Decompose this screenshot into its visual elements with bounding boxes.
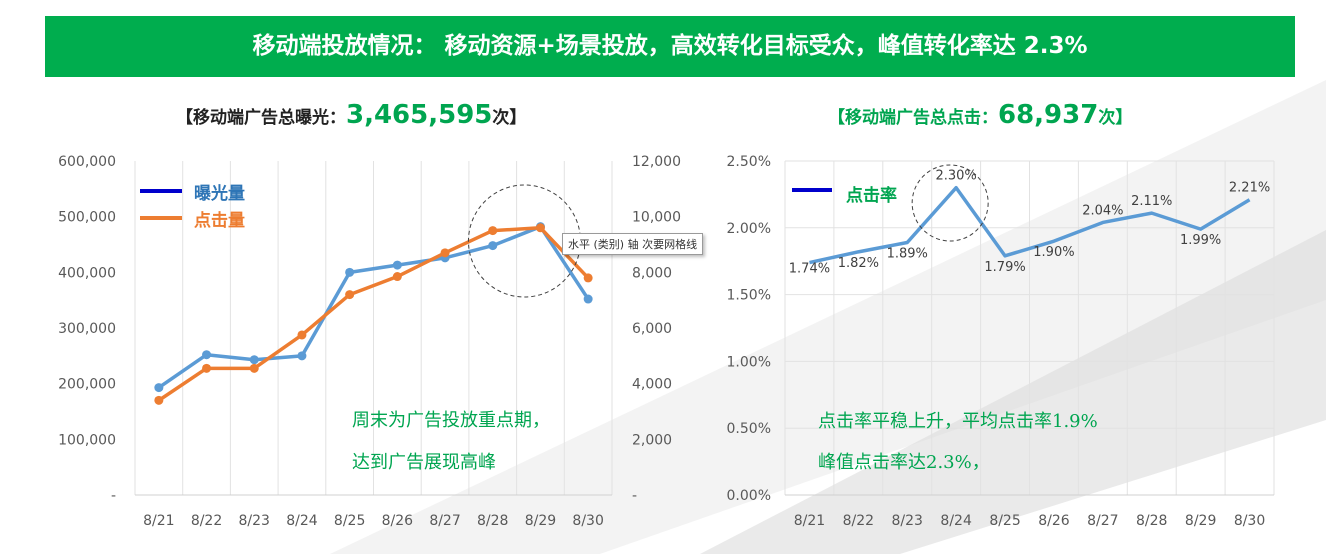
left-chart-subtitle: 【移动端广告总曝光：3,465,595次】 (176, 100, 526, 130)
y-right-tick-label: 8,000 (632, 265, 672, 281)
clicks-point (392, 272, 402, 282)
x-tick-label: 8/27 (1087, 513, 1118, 529)
right-note-line1: 点击率平稳上升，平均点击率1.9% (818, 411, 1098, 432)
left-note-line1: 周末为广告投放重点期， (352, 410, 550, 431)
ctr-data-label: 1.99% (1180, 233, 1221, 248)
impressions-point (583, 294, 593, 304)
ctr-data-label: 2.30% (935, 169, 976, 184)
right-chart-subtitle: 【移动端广告总点击：68,937次】 (828, 100, 1132, 130)
clicks-legend-label: 点击量 (194, 210, 245, 231)
right-subtitle-prefix: 【移动端广告总点击： (828, 108, 998, 128)
clicks-point (583, 273, 593, 283)
x-tick-label: 8/29 (1185, 513, 1216, 529)
x-tick-label: 8/23 (892, 513, 923, 529)
y-right-tick-label: 6,000 (632, 321, 672, 337)
ctr-series-line (809, 185, 1251, 265)
gridline-tooltip: 水平 (类别) 轴 次要网格线 (562, 233, 704, 255)
ctr-data-label: 1.90% (1033, 245, 1074, 260)
y-left-tick-label: 200,000 (58, 377, 116, 393)
impressions-series-line (157, 224, 590, 390)
y-tick-label: 2.00% (727, 221, 771, 237)
y-right-tick-label: 4,000 (632, 377, 672, 393)
ctr-data-label: 2.21% (1229, 181, 1270, 196)
y-left-tick-label: 300,000 (58, 321, 116, 337)
y-tick-label: 0.50% (727, 421, 771, 437)
y-right-tick-label: 12,000 (632, 154, 681, 170)
x-tick-label: 8/27 (429, 513, 460, 529)
x-tick-label: 8/21 (794, 513, 825, 529)
impressions-point (297, 351, 307, 361)
x-tick-label: 8/22 (191, 513, 222, 529)
ctr-legend-label: 点击率 (846, 185, 897, 206)
clicks-point (249, 363, 259, 373)
right-note-line2: 峰值点击率达2.3%， (818, 452, 990, 473)
y-right-tick-label: - (632, 488, 637, 504)
y-right-tick-label: 10,000 (632, 210, 681, 226)
clicks-point (535, 223, 545, 233)
impressions-point (488, 241, 498, 251)
y-right-tick-label: 2,000 (632, 432, 672, 448)
clicks-point (154, 395, 164, 405)
x-tick-label: 8/30 (572, 513, 603, 529)
y-tick-label: 1.50% (727, 288, 771, 304)
clicks-point (488, 226, 498, 236)
x-tick-label: 8/25 (989, 513, 1020, 529)
impressions-point (249, 355, 259, 365)
left-subtitle-suffix: 次】 (492, 108, 527, 128)
y-left-tick-label: 500,000 (58, 210, 116, 226)
x-tick-label: 8/28 (1136, 513, 1167, 529)
right-subtitle-suffix: 次】 (1098, 108, 1133, 128)
peak-highlight-circle (911, 164, 989, 242)
x-tick-label: 8/26 (1038, 513, 1070, 529)
ctr-data-label: 1.89% (887, 246, 928, 261)
ctr-data-label: 1.82% (838, 256, 879, 271)
x-tick-label: 8/26 (382, 513, 414, 529)
title-banner: 移动端投放情况： 移动资源+场景投放，高效转化目标受众，峰值转化率达 2.3% (45, 16, 1295, 77)
x-tick-label: 8/24 (286, 513, 318, 529)
y-left-tick-label: 400,000 (58, 265, 116, 281)
ctr-data-label: 2.11% (1131, 194, 1172, 209)
x-tick-label: 8/24 (940, 513, 972, 529)
y-tick-label: 1.00% (727, 354, 771, 370)
clicks-point (345, 290, 355, 300)
impressions-point (345, 267, 355, 277)
x-tick-label: 8/21 (143, 513, 174, 529)
impressions-legend-label: 曝光量 (194, 183, 245, 204)
x-tick-label: 8/25 (334, 513, 365, 529)
impressions-point (154, 383, 164, 393)
x-tick-label: 8/28 (477, 513, 508, 529)
impressions-clicks-chart: - 100,000 200,000 300,000 400,000 500,000 600,… (58, 154, 681, 529)
x-tick-label: 8/23 (239, 513, 270, 529)
ctr-data-label: 2.04% (1082, 203, 1123, 218)
y-left-tick-label: 600,000 (58, 154, 116, 170)
x-tick-label: 8/29 (525, 513, 556, 529)
banner-title: 移动端投放情况： 移动资源+场景投放，高效转化目标受众，峰值转化率达 2.3% (252, 33, 1088, 59)
total-clicks-value: 68,937 (998, 100, 1099, 130)
impressions-point (392, 260, 402, 270)
x-tick-label: 8/22 (843, 513, 874, 529)
x-tick-label: 8/30 (1234, 513, 1265, 529)
clicks-point (202, 363, 212, 373)
left-subtitle-prefix: 【移动端广告总曝光： (176, 108, 346, 128)
total-impressions-value: 3,465,595 (346, 100, 493, 130)
y-tick-label: 0.00% (727, 488, 771, 504)
left-note-line2: 达到广告展现高峰 (352, 452, 496, 473)
clicks-point (440, 248, 450, 258)
clicks-point (297, 330, 307, 340)
ctr-data-label: 1.79% (984, 260, 1025, 275)
y-tick-label: 2.50% (727, 154, 771, 170)
ctr-chart: 0.00% 0.50% 1.00% 1.50% 2.00% 2.50% 8/21 8/22 8/… (727, 154, 1275, 529)
y-left-tick-label: 100,000 (58, 432, 116, 448)
clicks-series-line (157, 226, 590, 402)
impressions-point (202, 350, 212, 360)
y-left-tick-label: - (111, 488, 116, 504)
ctr-data-label: 1.74% (789, 262, 830, 277)
